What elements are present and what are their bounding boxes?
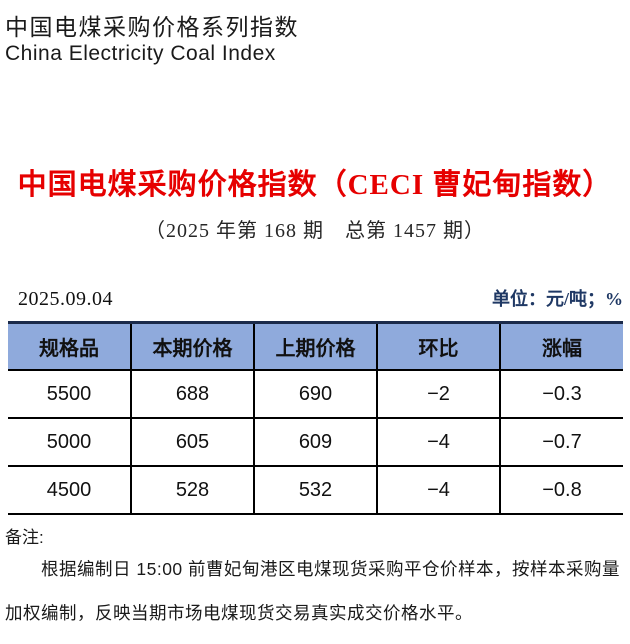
notes-line-2: 加权编制，反映当期市场电煤现货交易真实成交价格水平。 — [5, 603, 473, 623]
publish-date: 2025.09.04 — [18, 288, 113, 310]
notes-line-1: 根据编制日 15:00 前曹妃甸港区电煤现货采购平仓价样本，按样本采购量 — [41, 559, 621, 579]
cell-change: −4 — [376, 418, 500, 467]
cell-spec: 5000 — [8, 418, 131, 467]
price-table-wrap: 规格品 本期价格 上期价格 环比 涨幅 5500 688 690 −2 −0.3… — [8, 321, 623, 515]
notes-body: 根据编制日 15:00 前曹妃甸港区电煤现货采购平仓价样本，按样本采购量 加权编… — [5, 547, 630, 635]
col-header-pct: 涨幅 — [499, 322, 623, 371]
cell-previous: 690 — [253, 370, 377, 419]
cell-pct: −0.7 — [499, 418, 623, 467]
meta-row: 2025.09.04 单位：元/吨；% — [18, 285, 623, 311]
cell-pct: −0.3 — [499, 370, 623, 419]
cell-previous: 609 — [253, 418, 377, 467]
col-header-previous: 上期价格 — [253, 322, 377, 371]
price-table: 规格品 本期价格 上期价格 环比 涨幅 5500 688 690 −2 −0.3… — [8, 321, 623, 515]
notes-label: 备注: — [5, 528, 44, 547]
cell-pct: −0.8 — [499, 466, 623, 515]
cell-current: 688 — [130, 370, 254, 419]
brand-title-zh: 中国电煤采购价格系列指数 — [5, 14, 299, 40]
table-row: 4500 528 532 −4 −0.8 — [8, 466, 623, 515]
table-header-row: 规格品 本期价格 上期价格 环比 涨幅 — [8, 322, 623, 371]
unit-label: 单位：元/吨；% — [491, 289, 623, 309]
cell-change: −4 — [376, 466, 500, 515]
col-header-spec: 规格品 — [8, 322, 131, 371]
col-header-current: 本期价格 — [130, 322, 254, 371]
table-row: 5500 688 690 −2 −0.3 — [8, 370, 623, 419]
cell-previous: 532 — [253, 466, 377, 515]
table-row: 5000 605 609 −4 −0.7 — [8, 418, 623, 467]
cell-current: 528 — [130, 466, 254, 515]
cell-spec: 4500 — [8, 466, 131, 515]
page-title: 中国电煤采购价格指数（CECI 曹妃甸指数） — [17, 169, 613, 201]
cell-spec: 5500 — [8, 370, 131, 419]
cell-change: −2 — [376, 370, 500, 419]
cell-current: 605 — [130, 418, 254, 467]
issue-subtitle: （2025 年第 168 期 总第 1457 期） — [145, 220, 485, 242]
brand-title-en: China Electricity Coal Index — [5, 42, 276, 65]
col-header-change: 环比 — [376, 322, 500, 371]
